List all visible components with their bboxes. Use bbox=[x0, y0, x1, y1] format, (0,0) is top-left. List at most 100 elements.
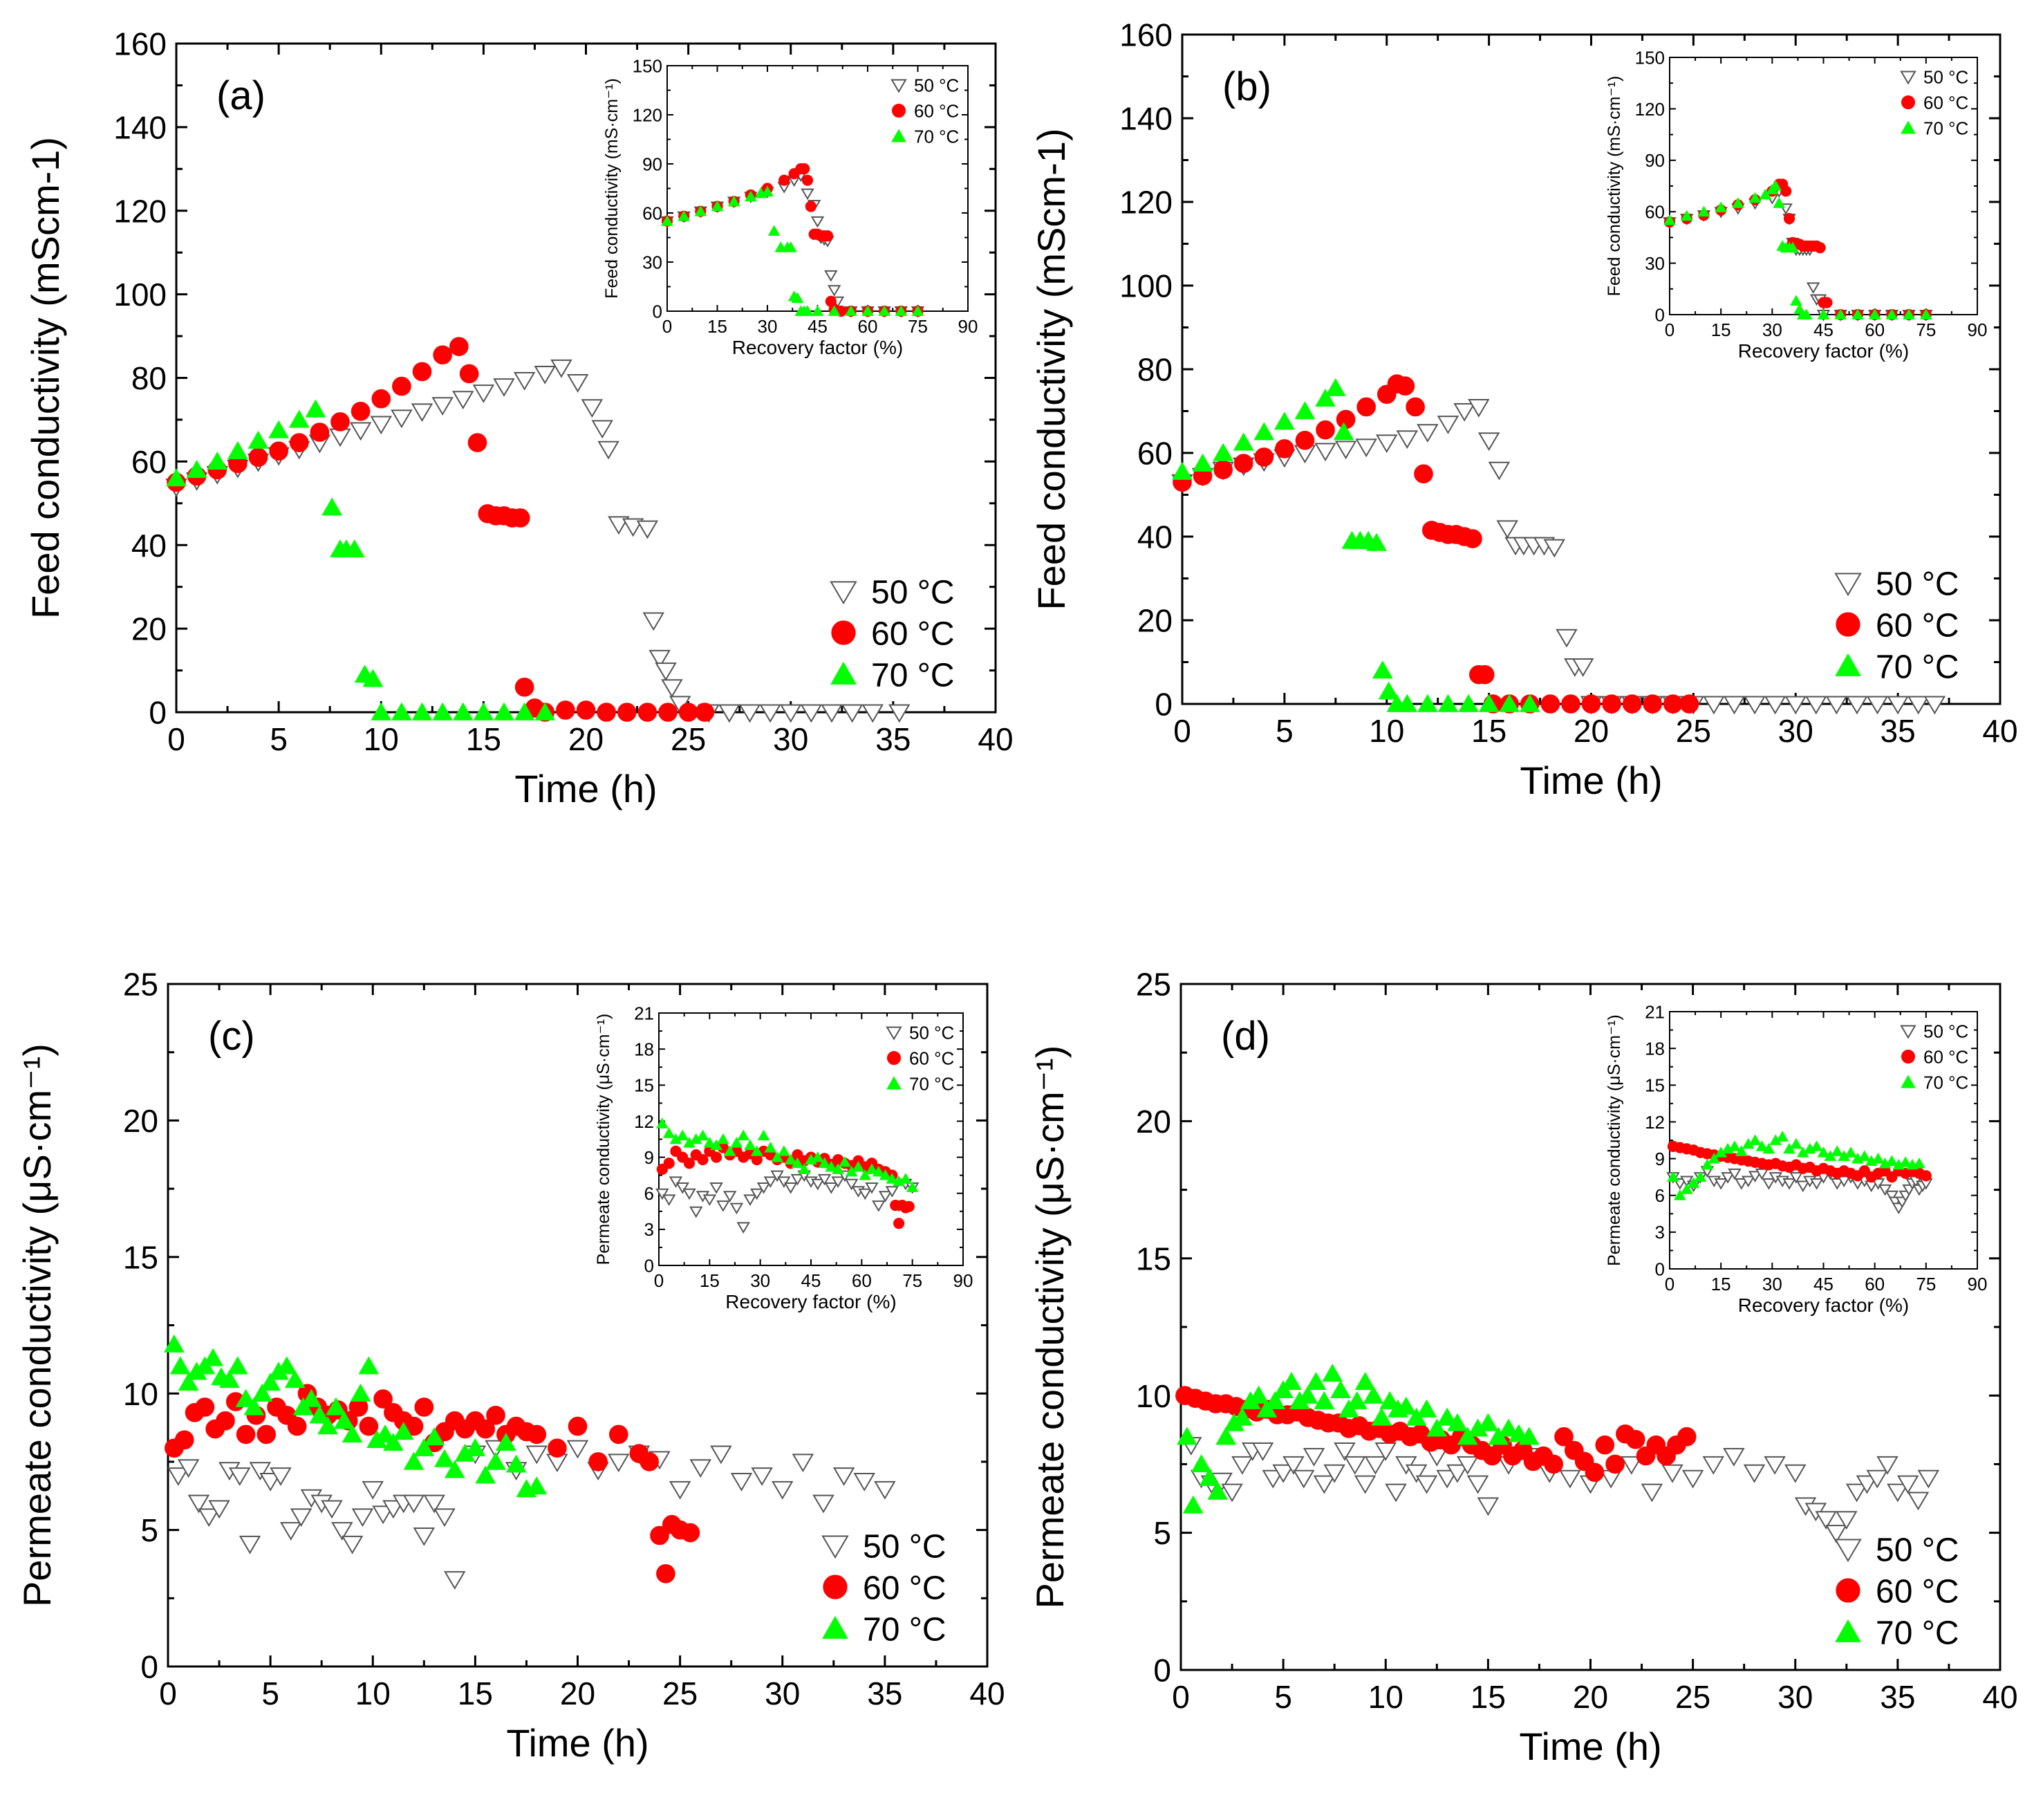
legend-marker bbox=[1901, 95, 1915, 109]
data-point bbox=[1810, 1140, 1823, 1151]
data-point bbox=[805, 201, 817, 212]
data-point bbox=[723, 1145, 736, 1156]
data-point bbox=[526, 1476, 548, 1495]
x-tick-label: 40 bbox=[978, 721, 1013, 757]
data-point bbox=[895, 305, 908, 316]
data-point bbox=[1364, 1456, 1387, 1475]
data-point bbox=[434, 1449, 455, 1467]
x-tick-label: 30 bbox=[1762, 1274, 1782, 1294]
data-point bbox=[859, 1169, 872, 1180]
data-point bbox=[1417, 694, 1438, 712]
x-axis-label: Recovery factor (%) bbox=[725, 1291, 896, 1312]
data-point bbox=[683, 1158, 696, 1169]
data-point bbox=[514, 677, 534, 697]
data-point bbox=[1199, 1467, 1220, 1486]
data-point bbox=[743, 1194, 757, 1206]
data-point bbox=[203, 1348, 224, 1366]
data-point bbox=[1868, 308, 1881, 319]
data-point bbox=[1836, 1511, 1858, 1530]
data-point bbox=[1334, 440, 1357, 460]
x-tick-label: 60 bbox=[1865, 1274, 1885, 1294]
data-point bbox=[828, 305, 841, 316]
data-point bbox=[351, 402, 371, 421]
data-point bbox=[1858, 1150, 1871, 1161]
data-point bbox=[1790, 295, 1802, 306]
y-tick-label: 80 bbox=[131, 360, 167, 396]
y-tick-label: 21 bbox=[1645, 1001, 1665, 1022]
data-point bbox=[375, 1424, 395, 1443]
data-point bbox=[1556, 629, 1578, 648]
legend-marker bbox=[830, 581, 857, 605]
data-point bbox=[476, 1419, 495, 1439]
data-point bbox=[1622, 694, 1642, 714]
data-point bbox=[1595, 1435, 1615, 1455]
data-point bbox=[718, 704, 740, 723]
data-point bbox=[1581, 694, 1601, 714]
data-point bbox=[444, 1571, 466, 1590]
y-tick-label: 30 bbox=[642, 252, 662, 272]
data-point bbox=[1477, 1413, 1499, 1431]
data-point bbox=[832, 1467, 855, 1486]
data-point bbox=[710, 1445, 732, 1465]
data-point bbox=[669, 1480, 691, 1500]
x-tick-label: 30 bbox=[773, 721, 808, 757]
series-1 bbox=[1667, 1140, 1932, 1183]
data-point bbox=[878, 305, 891, 316]
data-point bbox=[1346, 1391, 1368, 1409]
data-point bbox=[1866, 696, 1889, 715]
data-point bbox=[1800, 308, 1813, 319]
y-tick-label: 10 bbox=[1136, 1378, 1171, 1414]
x-tick-label: 10 bbox=[1368, 1679, 1403, 1715]
data-point bbox=[717, 1133, 729, 1144]
data-point bbox=[640, 1452, 659, 1471]
data-point bbox=[534, 365, 556, 384]
x-tick-label: 90 bbox=[953, 1270, 973, 1291]
data-point bbox=[1499, 694, 1520, 712]
y-tick-label: 120 bbox=[1119, 185, 1173, 221]
data-point bbox=[1830, 1178, 1845, 1190]
y-tick-label: 40 bbox=[131, 528, 167, 564]
data-point bbox=[1314, 443, 1336, 462]
data-point bbox=[1755, 1168, 1769, 1180]
y-tick-label: 12 bbox=[1645, 1112, 1665, 1133]
y-tick-label: 10 bbox=[123, 1376, 158, 1412]
data-point bbox=[799, 163, 810, 175]
x-tick-label: 20 bbox=[1574, 713, 1609, 749]
panel-label: (b) bbox=[1222, 64, 1271, 109]
data-point bbox=[1605, 1454, 1625, 1474]
data-point bbox=[861, 305, 874, 316]
y-tick-label: 21 bbox=[634, 1003, 654, 1023]
y-axis-label: Permeate conductivity (μS·cm⁻¹) bbox=[594, 1014, 613, 1265]
data-point bbox=[1297, 1385, 1318, 1404]
y-tick-label: 60 bbox=[131, 444, 167, 480]
data-point bbox=[444, 1460, 465, 1478]
panel-label: (c) bbox=[208, 1014, 255, 1059]
data-point bbox=[1784, 1464, 1807, 1483]
data-point bbox=[656, 1563, 675, 1584]
data-point bbox=[1561, 694, 1580, 714]
data-point bbox=[832, 1163, 844, 1174]
data-point bbox=[270, 1467, 292, 1486]
y-tick-label: 80 bbox=[1137, 352, 1173, 388]
data-point bbox=[1776, 1131, 1789, 1142]
data-point bbox=[1920, 1170, 1932, 1182]
data-point bbox=[349, 422, 372, 441]
legend-label: 70 °C bbox=[863, 1611, 946, 1648]
data-point bbox=[1806, 282, 1820, 294]
x-tick-label: 5 bbox=[1274, 1679, 1292, 1715]
data-point bbox=[243, 1397, 265, 1415]
data-point bbox=[1554, 1427, 1574, 1447]
x-tick-label: 90 bbox=[1968, 1274, 1988, 1294]
y-tick-label: 0 bbox=[1153, 1653, 1171, 1689]
data-point bbox=[1251, 1442, 1274, 1461]
data-point bbox=[1680, 1183, 1693, 1194]
data-point bbox=[1437, 416, 1459, 434]
panel-label: (a) bbox=[216, 73, 265, 118]
data-point bbox=[1815, 1511, 1837, 1530]
data-point bbox=[1213, 460, 1233, 480]
x-tick-label: 0 bbox=[159, 1675, 177, 1711]
data-point bbox=[1764, 1456, 1786, 1475]
data-point bbox=[617, 703, 637, 722]
x-tick-label: 60 bbox=[858, 316, 878, 337]
data-point bbox=[1899, 1156, 1912, 1167]
